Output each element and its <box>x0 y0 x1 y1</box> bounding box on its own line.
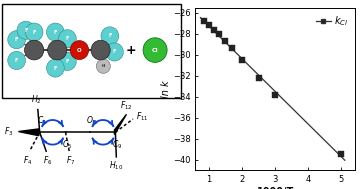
Polygon shape <box>18 129 39 136</box>
Text: H: H <box>102 64 105 68</box>
Text: F: F <box>15 58 18 63</box>
Text: $F_6$: $F_6$ <box>43 154 53 167</box>
Text: $F_4$: $F_4$ <box>23 154 33 167</box>
Text: $F_{11}$: $F_{11}$ <box>136 111 148 123</box>
Circle shape <box>106 43 123 61</box>
Text: $O_8$: $O_8$ <box>86 115 97 127</box>
Text: F: F <box>66 59 69 64</box>
Circle shape <box>70 41 89 60</box>
Text: $C_5$: $C_5$ <box>62 139 72 151</box>
Text: $F_3$: $F_3$ <box>4 125 13 138</box>
Text: $H_{10}$: $H_{10}$ <box>109 160 123 172</box>
Circle shape <box>101 27 119 45</box>
Text: F: F <box>24 28 28 33</box>
Circle shape <box>8 51 25 70</box>
Text: F: F <box>54 66 57 70</box>
Polygon shape <box>114 114 126 135</box>
Text: F: F <box>66 36 69 41</box>
Circle shape <box>59 30 76 48</box>
Text: F: F <box>33 30 36 35</box>
Text: $H_2$: $H_2$ <box>31 93 41 106</box>
Bar <box>2 4 181 98</box>
Circle shape <box>17 21 35 39</box>
Text: F: F <box>108 33 111 38</box>
Text: $F_{12}$: $F_{12}$ <box>120 99 133 112</box>
Text: F: F <box>54 30 57 35</box>
Text: +: + <box>126 44 136 57</box>
Circle shape <box>48 40 67 60</box>
Legend: $k_{Cl}$: $k_{Cl}$ <box>314 12 350 30</box>
Text: F: F <box>15 37 18 42</box>
Text: Cl: Cl <box>152 48 159 53</box>
Circle shape <box>47 23 64 41</box>
Circle shape <box>47 59 64 77</box>
Text: $C_1$: $C_1$ <box>37 114 47 127</box>
Circle shape <box>8 31 25 49</box>
Circle shape <box>96 59 110 73</box>
X-axis label: 1000/T: 1000/T <box>257 187 294 189</box>
Y-axis label: ln k: ln k <box>161 80 172 98</box>
Circle shape <box>59 52 76 70</box>
Text: $F_7$: $F_7$ <box>66 154 75 167</box>
Text: F: F <box>113 50 116 54</box>
Circle shape <box>25 40 44 60</box>
Circle shape <box>25 23 43 41</box>
Circle shape <box>91 40 110 60</box>
Circle shape <box>143 38 167 62</box>
Text: O: O <box>77 48 82 53</box>
Text: $C_9$: $C_9$ <box>112 139 122 151</box>
